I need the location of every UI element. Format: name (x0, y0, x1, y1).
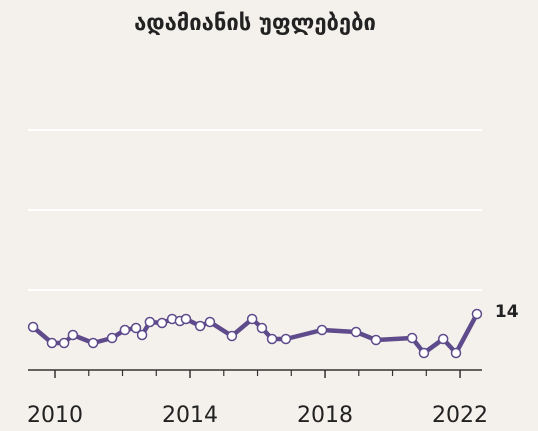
chart-title: ადამიანის უფლებები (134, 11, 376, 36)
x-tick-label: 2014 (162, 403, 218, 428)
point (156, 317, 168, 329)
x-tick-label: 2018 (297, 403, 353, 428)
point (256, 322, 268, 334)
point (144, 316, 156, 328)
point (450, 347, 462, 359)
point (136, 329, 148, 341)
point (180, 313, 192, 325)
point (58, 337, 70, 349)
point (316, 324, 328, 336)
x-tick-label: 2010 (27, 403, 83, 428)
point (119, 324, 131, 336)
value-label: 14 (495, 302, 519, 322)
point (246, 313, 258, 325)
point (27, 321, 39, 333)
point (437, 333, 449, 345)
point (204, 316, 216, 328)
point (87, 337, 99, 349)
point (280, 333, 292, 345)
point (67, 329, 79, 341)
point (406, 332, 418, 344)
point (370, 334, 382, 346)
point (266, 333, 278, 345)
x-tick-label: 2022 (432, 403, 488, 428)
point (350, 326, 362, 338)
point (130, 322, 142, 334)
point (471, 308, 483, 320)
point (194, 320, 206, 332)
point (226, 330, 238, 342)
point (46, 337, 58, 349)
point (106, 332, 118, 344)
point (418, 347, 430, 359)
